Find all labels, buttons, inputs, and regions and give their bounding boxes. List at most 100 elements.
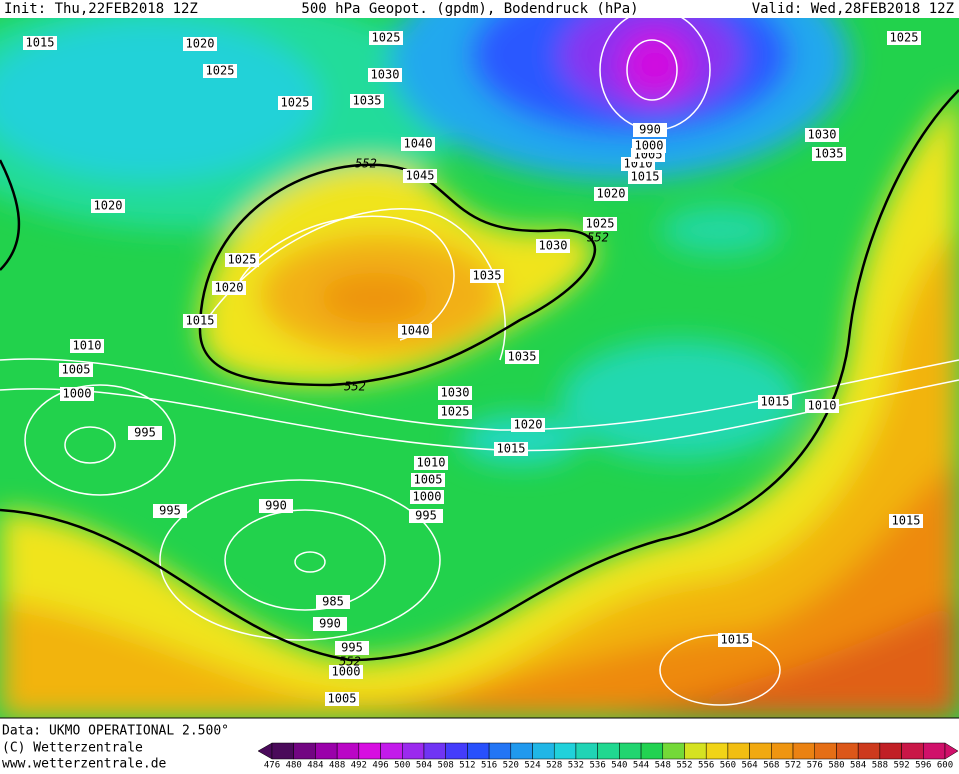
label-box <box>889 514 923 528</box>
scale-swatch <box>597 742 620 760</box>
label-box <box>91 199 125 213</box>
isobar-label: 1025 <box>890 31 919 45</box>
scale-tick-label: 512 <box>459 761 475 771</box>
label-box <box>805 128 839 142</box>
url: www.wetterzentrale.de <box>2 757 167 771</box>
height-label: 552 <box>344 380 366 394</box>
label-box <box>153 504 187 518</box>
scale-tick-label: 488 <box>329 761 345 771</box>
scale-swatch <box>315 742 338 760</box>
scale-tick-label: 596 <box>915 761 931 771</box>
scale-tick-label: 580 <box>828 761 844 771</box>
isobar-label: 1015 <box>631 170 660 184</box>
scale-swatch <box>923 742 946 760</box>
height-label: 552 <box>355 157 377 171</box>
label-box <box>594 187 628 201</box>
isobar-label: 1015 <box>761 395 790 409</box>
scale-tick-label: 528 <box>546 761 562 771</box>
scale-swatch <box>814 742 837 760</box>
isobar-label: 1035 <box>353 94 382 108</box>
label-box <box>632 139 666 153</box>
scale-swatch <box>684 742 707 760</box>
isobar-label: 1025 <box>586 217 615 231</box>
label-box <box>633 123 667 137</box>
isobar-label: 1020 <box>597 187 626 201</box>
label-box <box>812 147 846 161</box>
scale-tick-label: 536 <box>590 761 606 771</box>
height-label: 552 <box>587 231 609 245</box>
scale-tick-label: 492 <box>351 761 367 771</box>
label-box <box>411 473 445 487</box>
scale-swatch <box>467 742 490 760</box>
isobar-label: 1030 <box>371 68 400 82</box>
scale-tick-label: 532 <box>568 761 584 771</box>
isobar-label: 1005 <box>414 473 443 487</box>
label-box <box>203 64 237 78</box>
isobar-label: 1000 <box>332 665 361 679</box>
label-box <box>212 281 246 295</box>
isobar-label: 1000 <box>63 387 92 401</box>
label-box <box>505 350 539 364</box>
label-box <box>410 490 444 504</box>
label-box <box>368 68 402 82</box>
isobar-label: 1020 <box>94 199 123 213</box>
scale-tick-label: 500 <box>394 761 410 771</box>
isobar-label: 1030 <box>539 239 568 253</box>
isobar-label: 1015 <box>497 442 526 456</box>
label-box <box>398 324 432 338</box>
scale-swatch <box>402 742 425 760</box>
scale-swatch <box>488 742 512 760</box>
label-box <box>325 692 359 706</box>
scale-tick-label: 552 <box>676 761 692 771</box>
isobar-label: 1035 <box>815 147 844 161</box>
label-box <box>329 665 363 679</box>
scale-swatch <box>705 742 729 760</box>
isobar-label: 995 <box>415 509 437 523</box>
isobar-label: 1025 <box>206 64 235 78</box>
scale-tick-label: 524 <box>524 761 540 771</box>
isobar-label: 1030 <box>808 128 837 142</box>
label-box <box>369 31 403 45</box>
isobar-label: 990 <box>639 123 661 137</box>
label-box <box>350 94 384 108</box>
height-label: 552 <box>339 655 361 669</box>
label-box <box>128 426 162 440</box>
scale-swatch <box>901 742 924 760</box>
scale-swatch <box>857 742 881 760</box>
scale-tick-label: 560 <box>720 761 736 771</box>
isobar-label: 1000 <box>635 139 664 153</box>
scale-swatch <box>575 742 598 760</box>
scale-swatch <box>619 742 642 760</box>
scale-swatch <box>380 742 403 760</box>
scale-tick-label: 592 <box>893 761 909 771</box>
scale-tick-label: 572 <box>785 761 801 771</box>
scale-tick-label: 600 <box>937 761 953 771</box>
label-box <box>628 170 662 184</box>
label-box <box>60 387 94 401</box>
label-box <box>23 36 57 50</box>
scale-swatch <box>553 742 577 760</box>
isobar-label: 1020 <box>514 418 543 432</box>
label-box <box>583 217 617 231</box>
scale-tick-label: 564 <box>741 761 757 771</box>
label-box <box>414 456 448 470</box>
label-box <box>70 339 104 353</box>
scale-swatch <box>727 742 750 760</box>
scale-tick-label: 476 <box>264 761 280 771</box>
label-box <box>335 641 369 655</box>
label-box <box>470 269 504 283</box>
label-box <box>758 395 792 409</box>
scale-swatch <box>749 742 772 760</box>
scale-swatch <box>445 742 468 760</box>
scale-swatch <box>879 742 902 760</box>
isobar-label: 995 <box>134 426 156 440</box>
isobar-label: 1025 <box>281 96 310 110</box>
scale-swatch <box>640 742 664 760</box>
label-box <box>403 169 437 183</box>
scale-tick-label: 484 <box>307 761 323 771</box>
map-title: 500 hPa Geopot. (gpdm), Bodendruck (hPa) <box>301 1 638 17</box>
isobar-label: 1030 <box>441 386 470 400</box>
label-box <box>59 363 93 377</box>
isobar-label: 1015 <box>186 314 215 328</box>
